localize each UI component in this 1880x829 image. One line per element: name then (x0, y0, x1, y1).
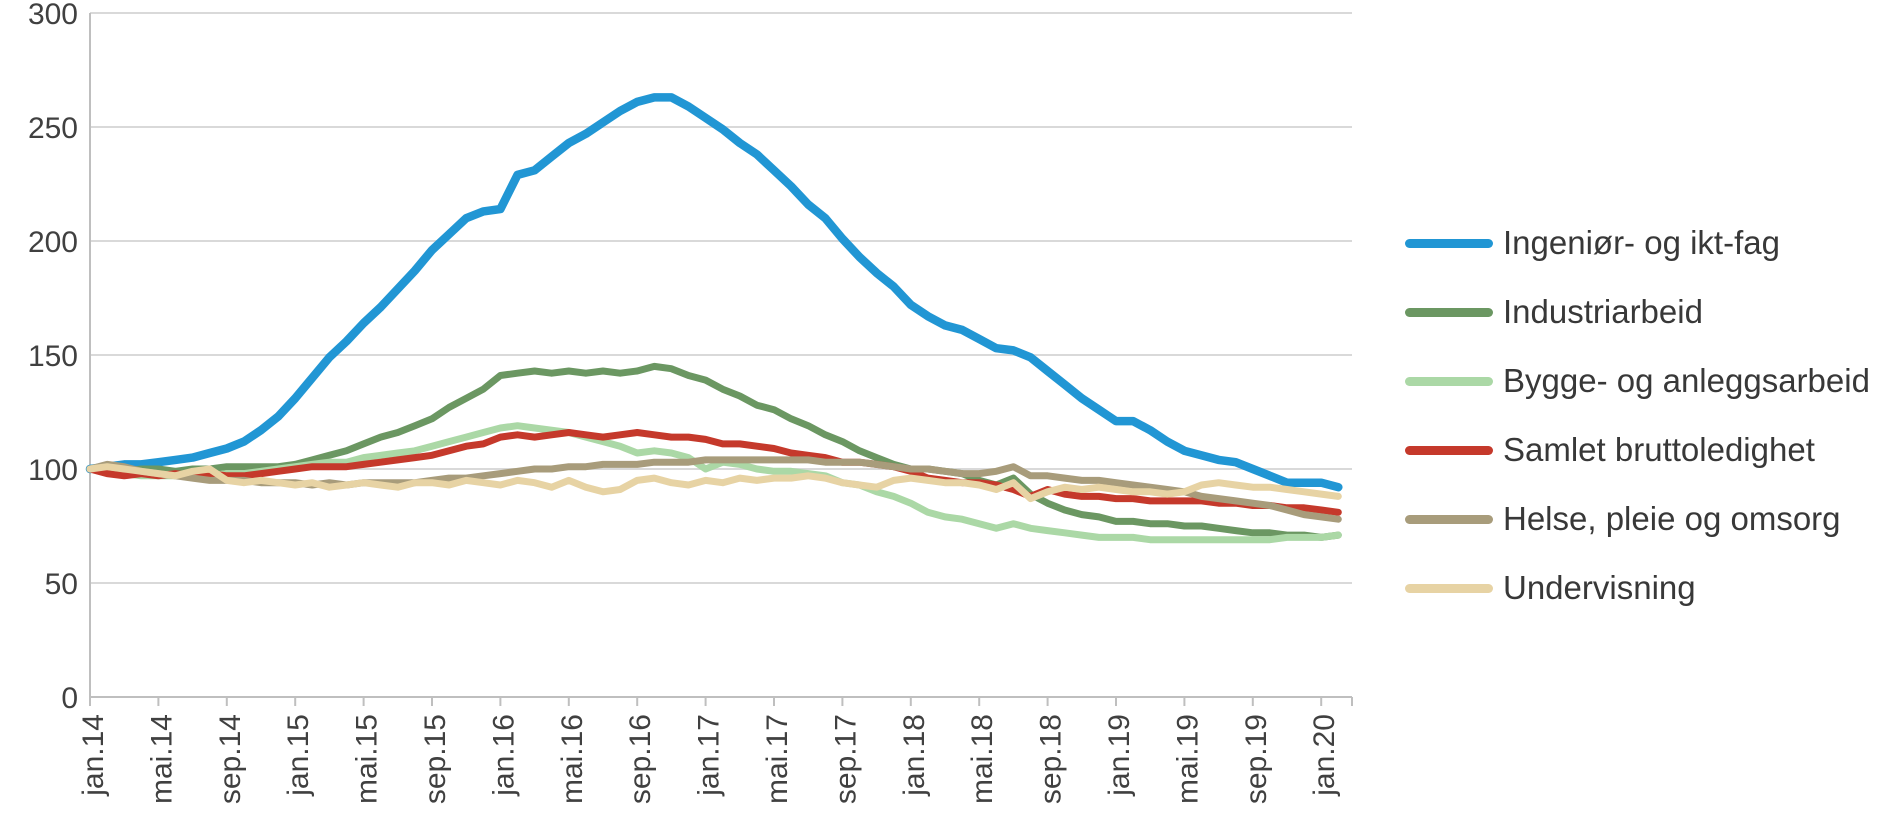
legend-label: Ingeniør- og ikt-fag (1503, 224, 1780, 261)
y-tick-label: 100 (28, 454, 78, 487)
y-tick-label: 0 (61, 682, 78, 715)
legend-item: Bygge- og anleggsarbeid (1405, 359, 1870, 403)
x-tick-label: jan.14 (77, 714, 110, 797)
x-tick-label: jan.15 (282, 714, 315, 797)
x-tick-label: mai.17 (761, 714, 794, 804)
x-tick-label: jan.20 (1308, 714, 1341, 797)
x-tick-label: mai.15 (351, 714, 384, 804)
y-tick-label: 150 (28, 340, 78, 373)
legend-item: Undervisning (1405, 566, 1696, 610)
y-tick-label: 200 (28, 226, 78, 259)
x-tick-label: mai.18 (966, 714, 999, 804)
y-tick-label: 250 (28, 112, 78, 145)
x-tick-label: jan.18 (898, 714, 931, 797)
legend-label: Industriarbeid (1503, 293, 1703, 330)
legend-label: Samlet bruttoledighet (1503, 431, 1815, 468)
x-tick-label: mai.14 (145, 714, 178, 804)
legend-item: Samlet bruttoledighet (1405, 428, 1815, 472)
y-tick-label: 300 (28, 0, 78, 31)
series-line-ingeni-r-og-ikt-fag (85, 93, 1343, 492)
legend-label: Bygge- og anleggsarbeid (1503, 362, 1870, 399)
legend-item: Industriarbeid (1405, 290, 1703, 334)
x-tick-label: sep.19 (1240, 714, 1273, 804)
legend-label: Helse, pleie og omsorg (1503, 500, 1841, 537)
legend-label: Undervisning (1503, 569, 1696, 606)
legend-swatch (1405, 307, 1493, 317)
x-tick-label: mai.19 (1171, 714, 1204, 804)
x-tick-label: mai.16 (556, 714, 589, 804)
series-line-samlet-bruttoledighet (86, 429, 1342, 516)
x-tick-label: sep.18 (1035, 714, 1068, 804)
legend-item: Helse, pleie og omsorg (1405, 497, 1841, 541)
x-tick-label: jan.16 (487, 714, 520, 797)
x-tick-label: sep.15 (419, 714, 452, 804)
y-tick-label: 50 (45, 568, 78, 601)
legend-swatch (1405, 376, 1493, 386)
legend-swatch (1405, 238, 1493, 248)
legend-swatch (1405, 583, 1493, 593)
x-tick-label: sep.14 (214, 714, 247, 804)
legend-item: Ingeniør- og ikt-fag (1405, 221, 1780, 265)
x-tick-label: jan.17 (693, 714, 726, 797)
series-line-undervisning (86, 463, 1342, 503)
x-tick-label: jan.19 (1103, 714, 1136, 797)
legend-swatch (1405, 445, 1493, 455)
legend-swatch (1405, 514, 1493, 524)
x-tick-label: sep.16 (624, 714, 657, 804)
series-line-industriarbeid (86, 362, 1342, 541)
x-tick-label: sep.17 (829, 714, 862, 804)
